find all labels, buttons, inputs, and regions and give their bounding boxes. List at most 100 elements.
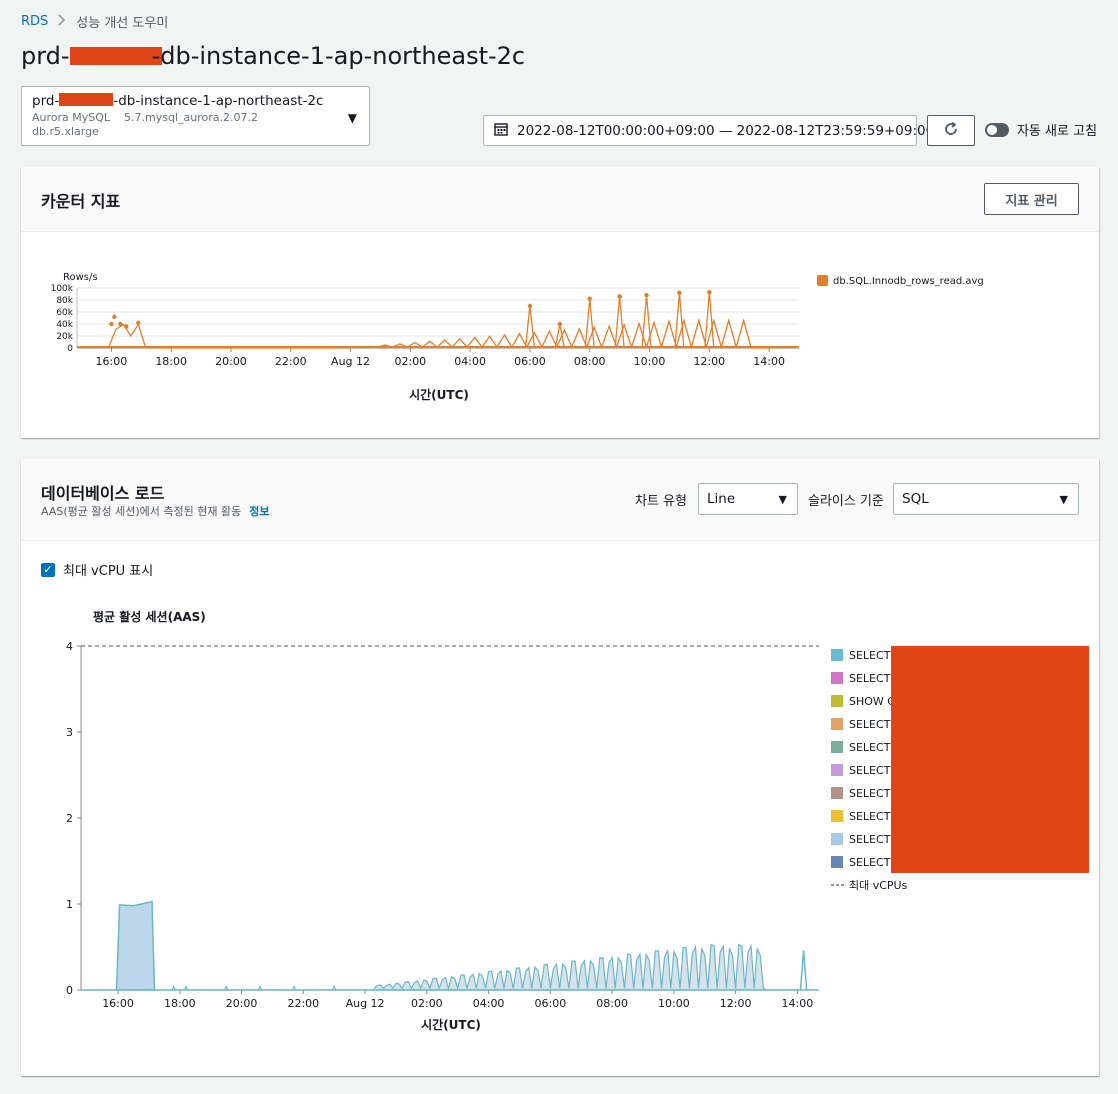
breadcrumb-current: 성능 개선 도우미 xyxy=(76,16,169,31)
page-title-suffix: -db-instance-1-ap-northeast-2c xyxy=(151,42,526,70)
x-tick-label: 22:00 xyxy=(275,355,307,368)
auto-refresh-toggle-group: 자동 새로 고침 xyxy=(985,120,1097,139)
counter-metrics-panel: 카운터 지표 지표 관리 Rows/s 0 20k 40k 60k 80k 100k 16:0… xyxy=(21,167,1099,438)
instance-selector[interactable]: prd- -db-instance-1-ap-northeast-2c Auror… xyxy=(21,86,370,146)
y-tick-label: 60k xyxy=(56,308,73,318)
data-point xyxy=(557,321,563,327)
data-point xyxy=(617,294,622,299)
db-load-panel: 데이터베이스 로드 AAS(평균 활성 세션)에서 측정된 현재 활동 정보 차트… xyxy=(21,459,1099,1076)
data-point xyxy=(109,321,114,327)
show-max-vcpu-label: 최대 vCPU 표시 xyxy=(63,564,154,579)
manage-metrics-button[interactable]: 지표 관리 xyxy=(984,183,1079,215)
x-tick-label: 08:00 xyxy=(596,997,628,1010)
x-tick-label: 04:00 xyxy=(454,355,486,368)
instance-name: prd- -db-instance-1-ap-northeast-2c xyxy=(32,93,359,109)
slice-by-label: 슬라이스 기준 xyxy=(808,494,884,509)
data-point xyxy=(527,303,533,309)
y-tick-label: 40k xyxy=(56,320,73,330)
show-max-vcpu-checkbox[interactable]: ✓ xyxy=(41,562,55,577)
legend-label: SELECT xyxy=(849,741,891,754)
x-tick-label: 14:00 xyxy=(782,997,814,1010)
legend-label: SELECT xyxy=(849,672,891,685)
series-line-dense xyxy=(107,317,774,350)
y-axis-label: Rows/s xyxy=(63,272,98,283)
redaction-block xyxy=(891,646,1089,873)
counter-panel-header xyxy=(21,167,1099,232)
x-tick-label: 20:00 xyxy=(226,997,258,1010)
series-spike xyxy=(641,295,652,349)
slice-by-value: SQL xyxy=(902,491,929,507)
data-point xyxy=(118,321,123,327)
y-tick-label: 1 xyxy=(66,898,73,911)
caret-down-icon: ▼ xyxy=(347,111,357,125)
x-tick-label: 10:00 xyxy=(634,355,666,368)
x-tick-label: 02:00 xyxy=(394,355,426,368)
breadcrumb-rds-link[interactable]: RDS xyxy=(21,14,49,29)
legend-label: SELECT xyxy=(849,787,891,800)
data-point xyxy=(112,314,117,319)
db-load-subtitle-text: AAS(평균 활성 세션)에서 측정된 현재 활동 xyxy=(41,505,242,518)
breadcrumb: RDS 성능 개선 도우미 xyxy=(21,12,168,31)
aas-chart: 평균 활성 세션(AAS) 0 1 2 3 4 16:00 18:00 20:00 22:00 Au… xyxy=(66,609,1089,1032)
data-point xyxy=(124,324,129,329)
chevron-right-icon xyxy=(58,13,66,30)
instance-name-prefix: prd- xyxy=(32,93,60,109)
instance-meta: Aurora MySQL 5.7.mysql_aurora.2.07.2 xyxy=(32,111,359,124)
x-tick-label: 22:00 xyxy=(287,997,319,1010)
legend-swatch xyxy=(831,741,843,753)
refresh-icon xyxy=(943,121,959,141)
x-tick-label: 02:00 xyxy=(411,997,443,1010)
redaction-block xyxy=(69,47,162,65)
legend-swatch xyxy=(831,856,843,868)
x-axis-label: 시간(UTC) xyxy=(409,387,469,402)
db-load-title: 데이터베이스 로드 xyxy=(41,484,165,503)
page-title-prefix: prd- xyxy=(21,42,70,70)
caret-down-icon: ▼ xyxy=(1059,493,1068,506)
show-max-vcpu-checkbox-group: ✓ 최대 vCPU 표시 xyxy=(41,560,153,579)
slice-by-select[interactable]: SQL ▼ xyxy=(893,483,1079,515)
legend-label: 최대 vCPUs xyxy=(849,879,908,892)
x-tick-label: Aug 12 xyxy=(346,997,385,1010)
y-tick-label: 80k xyxy=(56,296,73,306)
aas-area-activity xyxy=(373,943,769,991)
legend-swatch xyxy=(831,833,843,845)
data-point xyxy=(644,293,649,298)
legend-label: SELECT xyxy=(849,833,891,846)
instance-class: db.r5.xlarge xyxy=(32,125,99,138)
legend-label: SELECT xyxy=(849,649,891,662)
data-point xyxy=(677,290,682,295)
legend-swatch xyxy=(831,718,843,730)
x-tick-label: 20:00 xyxy=(215,355,247,368)
auto-refresh-toggle[interactable] xyxy=(985,122,1009,137)
x-tick-label: 14:00 xyxy=(753,355,785,368)
y-tick-label: 0 xyxy=(66,984,73,997)
x-tick-label: 06:00 xyxy=(514,355,546,368)
legend-label: SELECT xyxy=(849,856,891,869)
info-link[interactable]: 정보 xyxy=(249,505,270,518)
legend-swatch xyxy=(831,649,843,661)
x-tick-label: 16:00 xyxy=(102,997,134,1010)
legend-swatch xyxy=(831,810,843,822)
y-tick-label: 2 xyxy=(66,812,73,825)
calendar-icon xyxy=(494,122,508,140)
chart-type-select[interactable]: Line ▼ xyxy=(698,483,798,515)
page-title: prd- -db-instance-1-ap-northeast-2c xyxy=(21,42,525,70)
x-tick-label: 12:00 xyxy=(720,997,752,1010)
instance-name-suffix: -db-instance-1-ap-northeast-2c xyxy=(113,93,324,109)
x-tick-label: 08:00 xyxy=(574,355,606,368)
aas-blip xyxy=(332,985,337,991)
aas-blip xyxy=(291,985,297,991)
refresh-button[interactable] xyxy=(927,115,975,146)
legend-label: SELECT xyxy=(849,718,891,731)
y-tick-label: 4 xyxy=(66,640,73,653)
x-tick-label: 10:00 xyxy=(658,997,690,1010)
chart-type-label: 차트 유형 xyxy=(635,494,687,509)
date-range-text: 2022-08-12T00:00:00+09:00 — 2022-08-12T2… xyxy=(517,122,935,139)
legend-label: SELECT xyxy=(849,764,891,777)
db-load-subtitle: AAS(평균 활성 세션)에서 측정된 현재 활동 정보 xyxy=(41,503,269,519)
y-tick-label: 3 xyxy=(66,726,73,739)
series-spike xyxy=(674,292,685,349)
date-range-picker[interactable]: 2022-08-12T00:00:00+09:00 — 2022-08-12T2… xyxy=(483,115,934,146)
legend-label: SELECT xyxy=(849,810,891,823)
x-tick-label: Aug 12 xyxy=(331,355,370,368)
